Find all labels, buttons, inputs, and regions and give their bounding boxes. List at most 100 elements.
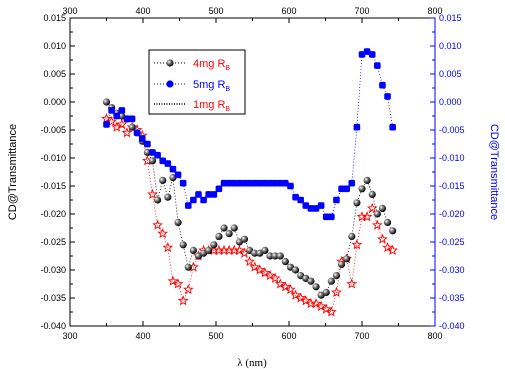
data-point [254,264,266,275]
data-point [177,295,189,306]
series-layer [101,48,399,317]
x-tick-label-bottom: 600 [281,331,296,341]
data-point [317,202,325,209]
data-point [368,51,376,58]
data-point [374,62,381,69]
data-point [266,179,274,187]
data-point [361,211,373,222]
data-point [172,278,184,289]
data-point [351,239,363,250]
data-point [159,157,167,165]
data-point [189,246,197,254]
data-point [225,179,233,187]
data-point [174,171,182,179]
data-point [368,190,376,198]
data-point [292,193,299,201]
data-point [164,193,172,201]
data-point [312,205,320,212]
data-point [236,179,243,187]
data-point [322,213,330,221]
x-tick-label-top: 600 [281,6,296,16]
data-point [225,230,233,238]
data-point [241,179,248,187]
y-tick-label-right: 0.015 [439,13,462,23]
data-point [346,278,358,289]
y-tick-label-left: -0.040 [40,321,66,331]
y-tick-label-right: -0.020 [439,209,465,219]
data-point [290,289,301,300]
data-point [287,182,294,190]
data-point [378,204,387,212]
data-point [312,283,320,291]
legend-entry-4mg: 4mg RB [154,58,230,72]
data-point [307,205,315,212]
data-point [348,179,356,187]
data-point [261,179,269,187]
x-tick-label-top: 700 [354,6,369,16]
data-point [383,218,392,226]
data-point [159,176,167,184]
data-point [113,112,121,120]
ticks-layer: 300300400400500500600600700700800800-0.0… [40,6,464,341]
data-point [164,160,172,167]
y-tick-label-left: -0.010 [40,153,66,163]
data-point [149,149,156,156]
data-point [179,241,187,249]
y-tick-label-left: -0.035 [40,293,66,303]
data-point [118,107,126,114]
data-point [249,261,261,272]
data-point [295,292,307,303]
y-tick-label-right: -0.010 [439,153,465,163]
data-point [169,174,177,182]
data-point [291,266,300,274]
data-point [152,219,163,230]
data-point [184,263,192,271]
data-point [234,244,245,255]
data-point [190,196,197,204]
data-point [128,115,136,123]
data-point [251,179,258,187]
data-point [384,93,391,100]
data-point [373,210,381,218]
legend-label-5mg: 5mg RB [193,79,230,93]
legend-entry-5mg: 5mg RB [154,79,230,93]
data-point [179,179,187,187]
data-point [276,179,284,187]
data-point [230,224,238,232]
x-axis-title: λ (nm) [237,357,267,369]
y-tick-label-right: -0.040 [439,321,465,331]
y-tick-label-right: -0.030 [439,265,465,275]
data-point [363,48,371,55]
data-point [338,185,345,193]
y-tick-label-right: -0.035 [439,293,465,303]
x-tick-label-bottom: 500 [208,331,223,341]
data-point [101,113,112,124]
data-point [310,297,322,309]
x-tick-label-bottom: 300 [62,331,77,341]
y-tick-label-left: -0.020 [40,209,66,219]
data-point [195,191,202,198]
data-point [205,191,212,198]
x-tick-label-top: 500 [208,6,223,16]
data-point [332,272,341,280]
legend-entry-1mg: 1mg RB [154,99,230,113]
data-point [320,303,332,314]
data-point [205,246,213,254]
data-point [128,123,136,131]
data-point [358,51,366,58]
data-point [215,232,223,240]
data-point [333,196,340,204]
data-point [379,81,386,89]
data-point [167,275,179,286]
y-tick-label-left: -0.025 [40,237,66,247]
data-point [246,179,253,187]
data-point [322,288,330,296]
data-point [269,272,281,283]
data-point [103,121,110,128]
data-point [182,283,194,295]
data-point [353,199,361,207]
series-1 [103,48,396,221]
data-point [251,249,259,257]
data-point [148,157,157,165]
